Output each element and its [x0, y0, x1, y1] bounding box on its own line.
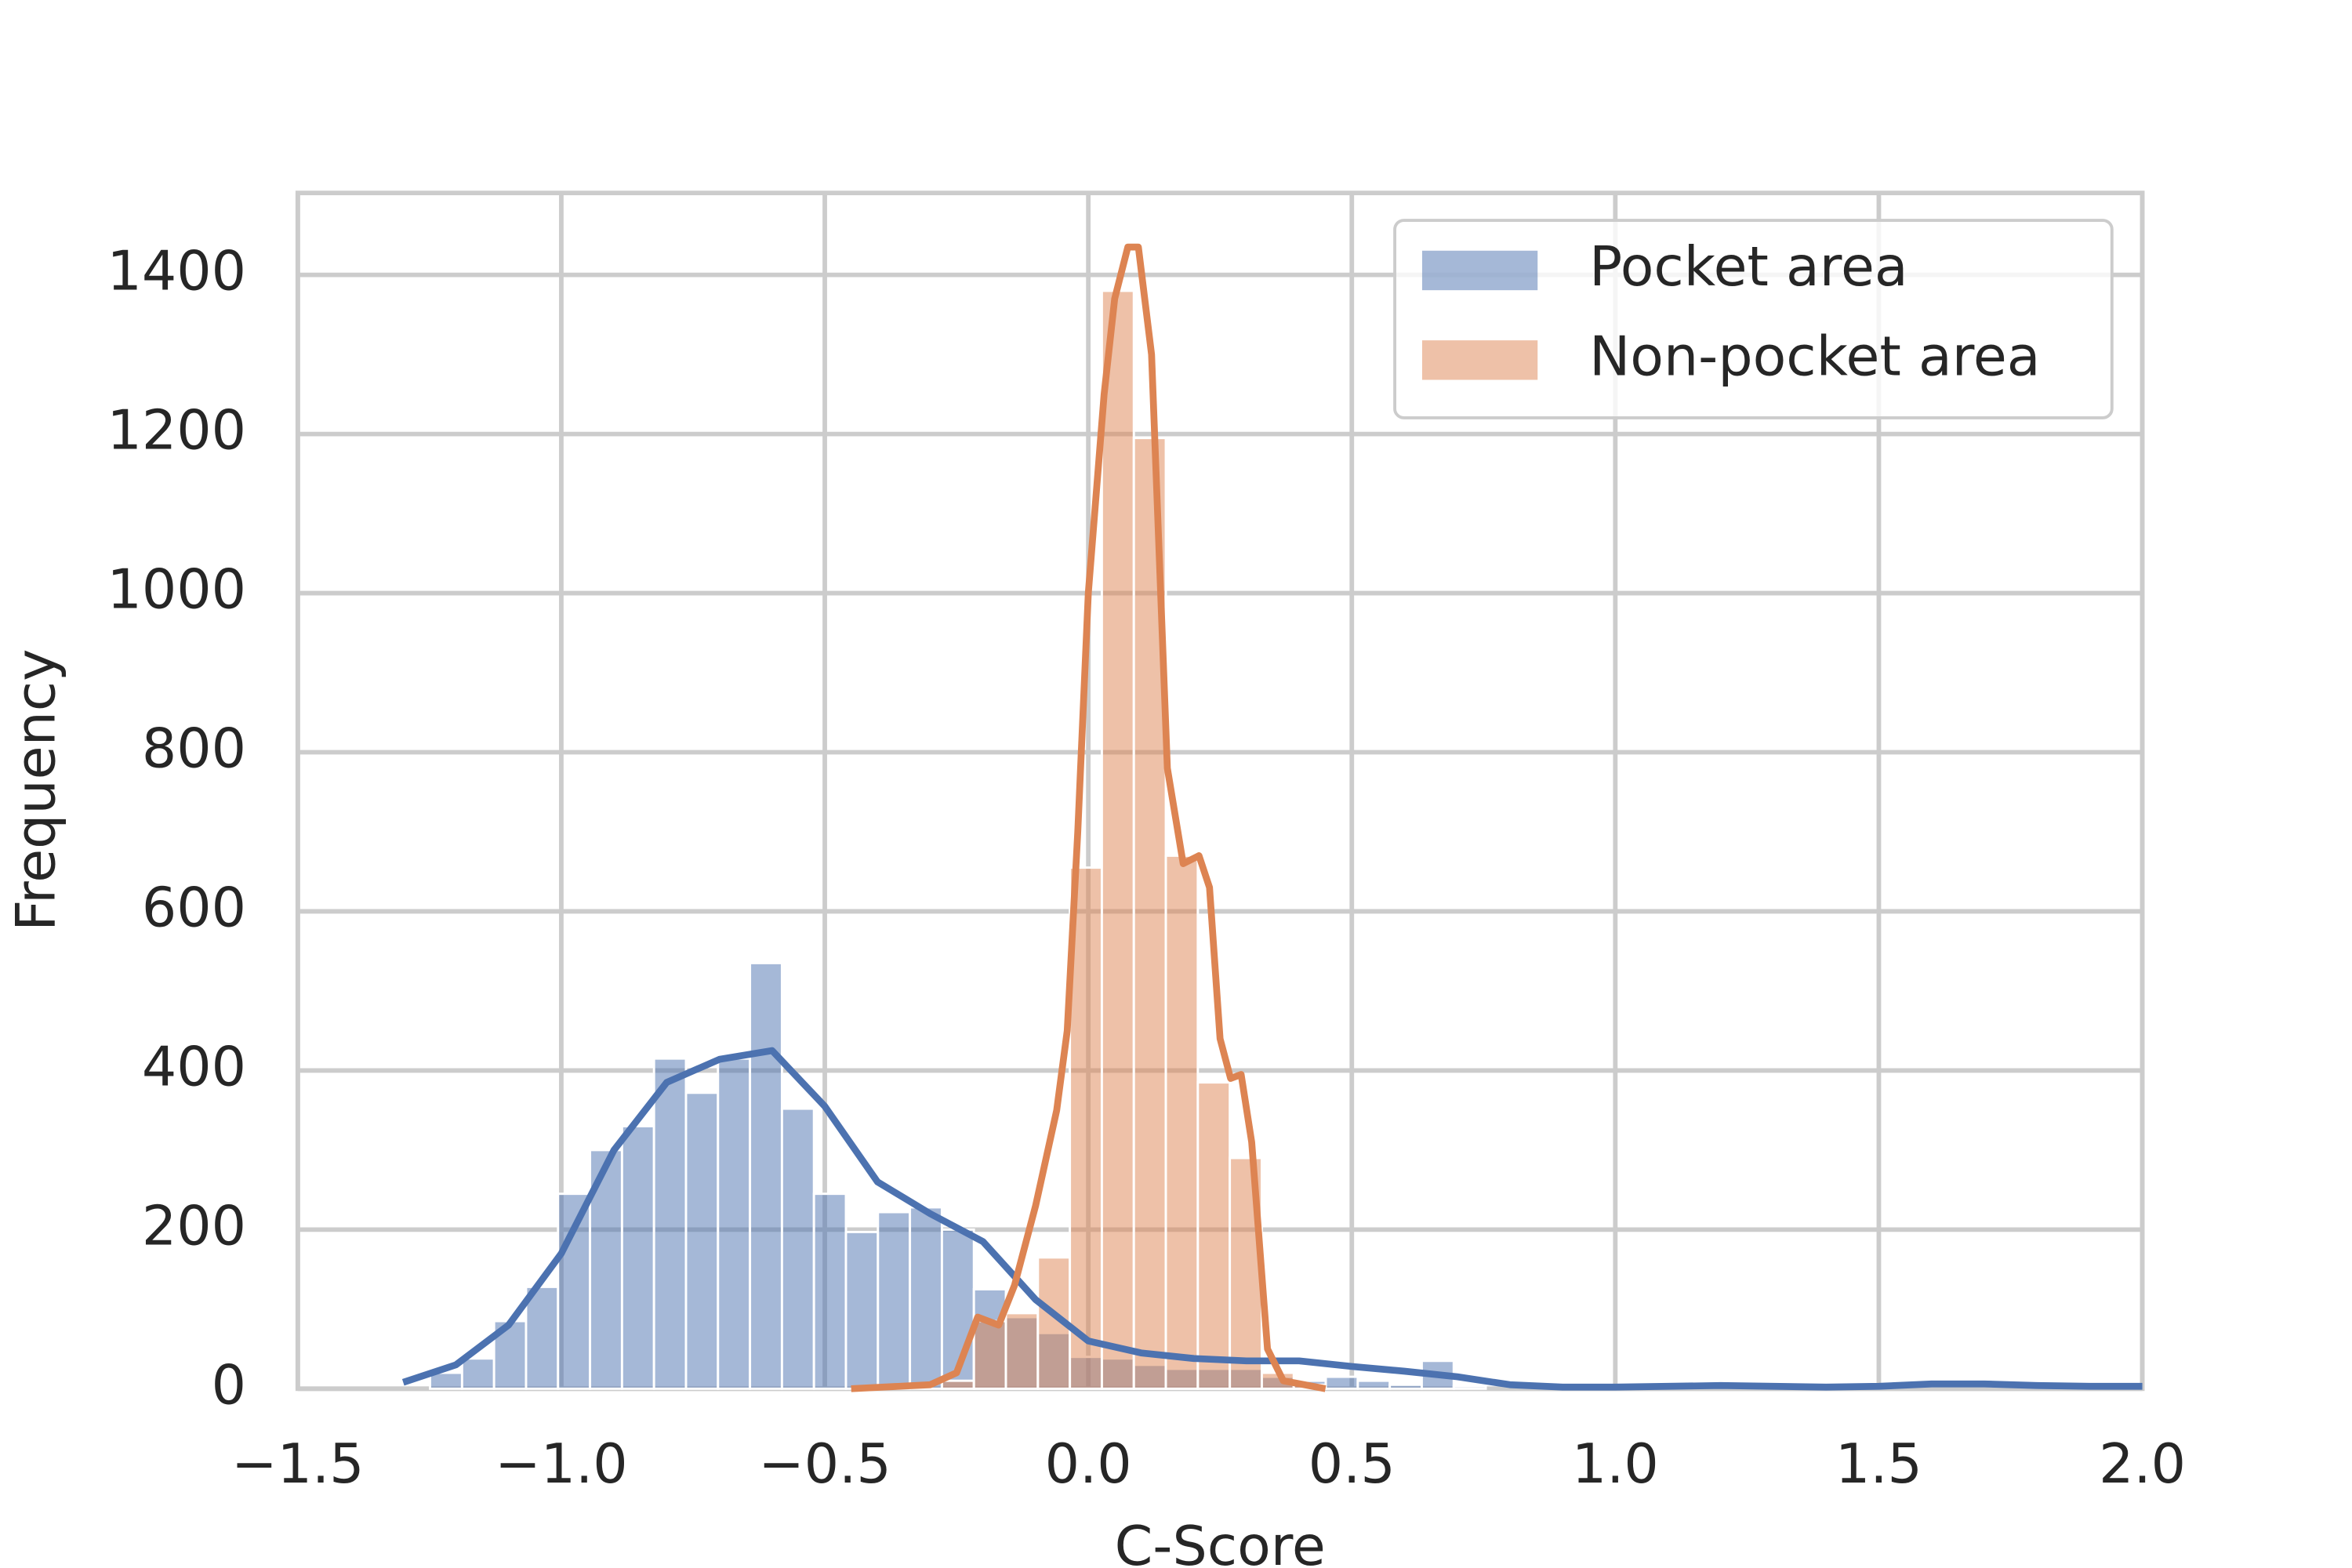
y-tick-label: 600 — [142, 876, 246, 939]
bar — [1324, 1375, 1359, 1390]
bar — [749, 961, 783, 1390]
y-tick-label: 1400 — [107, 240, 246, 303]
bar — [620, 1124, 655, 1390]
y-tick-label: 1200 — [107, 399, 246, 463]
bar — [844, 1230, 880, 1390]
bar — [717, 1057, 752, 1390]
bar — [684, 1091, 720, 1390]
x-tick-label: −1.5 — [231, 1432, 364, 1496]
legend-swatch — [1421, 340, 1538, 380]
y-axis-label: Frequency — [4, 649, 67, 931]
y-tick-label: 1000 — [107, 558, 246, 622]
bar — [1004, 1312, 1040, 1390]
y-tick-label: 0 — [212, 1353, 246, 1417]
bar — [1196, 1081, 1232, 1390]
bar — [780, 1107, 815, 1390]
x-tick-label: 1.5 — [1835, 1432, 1922, 1496]
bar — [557, 1192, 592, 1390]
bar — [1356, 1379, 1392, 1390]
y-tick-label: 200 — [142, 1194, 246, 1258]
y-tick-label: 400 — [142, 1035, 246, 1098]
x-tick-label: 0.0 — [1045, 1432, 1132, 1496]
bar — [877, 1210, 912, 1390]
x-tick-label: −1.0 — [495, 1432, 627, 1496]
x-tick-label: 1.0 — [1572, 1432, 1659, 1496]
bar — [1100, 289, 1135, 1390]
legend-swatch — [1421, 250, 1538, 291]
x-axis-label: C-Score — [1115, 1515, 1326, 1568]
bar — [460, 1357, 495, 1390]
x-tick-label: 0.5 — [1308, 1432, 1396, 1496]
bar — [1388, 1383, 1423, 1390]
legend-label: Non-pocket area — [1589, 325, 2040, 388]
legend-box — [1393, 219, 2114, 419]
bar — [652, 1057, 688, 1390]
x-tick-label: −0.5 — [758, 1432, 891, 1496]
legend-label: Pocket area — [1589, 235, 1907, 299]
bar — [972, 1319, 1007, 1390]
bar — [812, 1192, 848, 1390]
x-tick-label: 2.0 — [2099, 1432, 2186, 1496]
y-tick-label: 800 — [142, 717, 246, 781]
bar — [1452, 1385, 1487, 1390]
bar — [524, 1285, 560, 1390]
bar — [940, 1379, 975, 1390]
bar — [909, 1206, 943, 1390]
kde-line — [851, 243, 1327, 1392]
bar — [1164, 854, 1200, 1390]
